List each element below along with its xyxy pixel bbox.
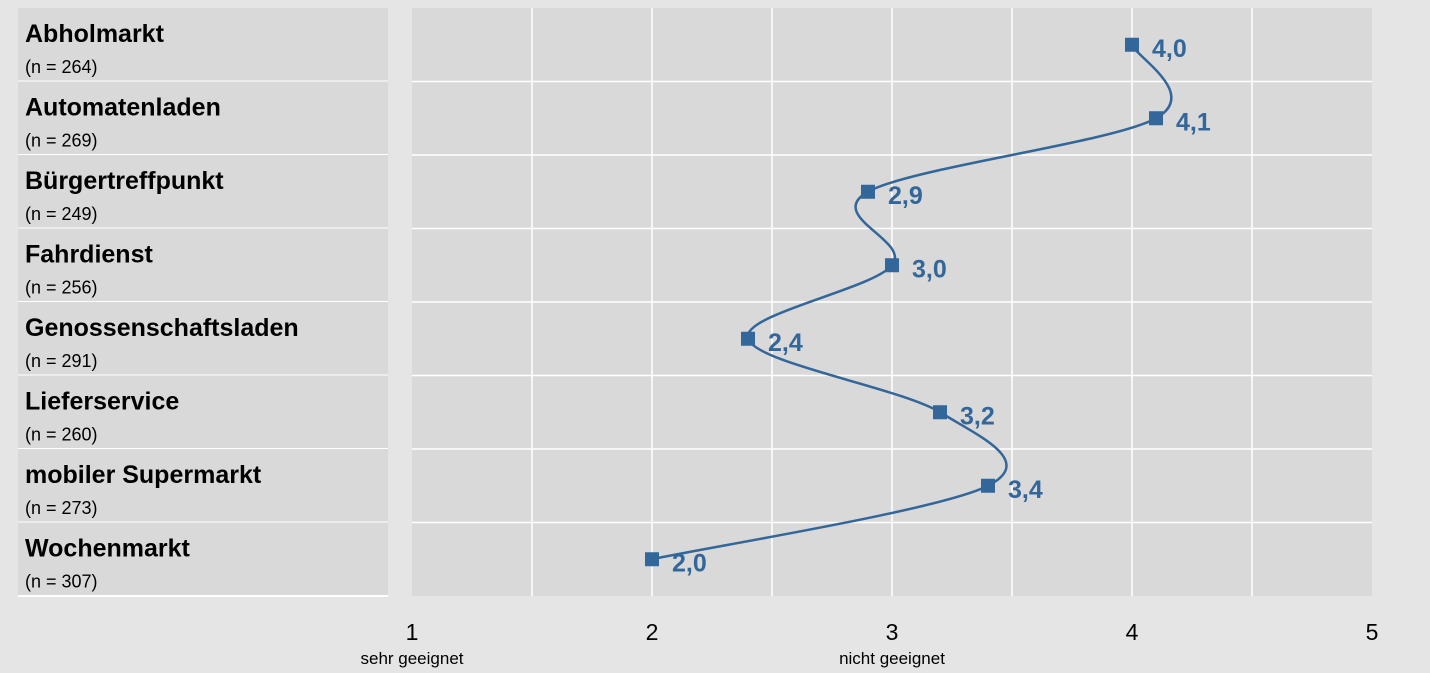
series: 4,0 4,1 2,9 3,0 2,4 3,2 3,4 2,0 (645, 35, 1211, 577)
category-n-label: (n = 307) (25, 572, 98, 592)
data-point-marker (1149, 111, 1163, 126)
category-n-label: (n = 260) (25, 425, 98, 445)
category-label: Bürgertreffpunkt (25, 167, 224, 195)
category-label: Automatenladen (25, 94, 221, 122)
x-axis-annotation: nicht geeignet (839, 649, 945, 668)
x-axis-annotation: sehr geeignet (360, 649, 463, 668)
grid (412, 8, 1372, 596)
data-point-marker (645, 552, 659, 567)
category-label-cell (18, 375, 388, 449)
data-point-marker (741, 331, 755, 346)
x-tick-label: 3 (886, 619, 899, 645)
data-value-label: 4,1 (1176, 108, 1211, 136)
data-value-label: 4,0 (1152, 35, 1187, 63)
data-point-marker (1125, 37, 1139, 52)
category-label-cell (18, 449, 388, 523)
data-point-marker (885, 258, 899, 273)
data-point-marker (861, 184, 875, 199)
category-label-cell (18, 155, 388, 229)
data-value-label: 3,2 (960, 402, 995, 430)
category-label-cell (18, 302, 388, 376)
category-label: Genossenschaftsladen (25, 314, 299, 342)
data-value-label: 3,4 (1008, 476, 1043, 504)
category-labels: Abholmarkt (n = 264) Automatenladen (n = 26… (18, 8, 388, 597)
data-value-label: 2,0 (672, 549, 707, 577)
category-label: Wochenmarkt (25, 535, 191, 563)
category-label-cell (18, 228, 388, 302)
category-label: Abholmarkt (25, 20, 165, 48)
category-n-label: (n = 264) (25, 57, 98, 77)
category-label: Fahrdienst (25, 241, 153, 269)
data-value-label: 3,0 (912, 255, 947, 283)
category-n-label: (n = 269) (25, 131, 98, 151)
category-n-label: (n = 273) (25, 498, 98, 518)
category-n-label: (n = 291) (25, 351, 98, 371)
data-point-marker (933, 405, 947, 420)
category-label: Lieferservice (25, 388, 179, 416)
data-point-marker (981, 478, 995, 493)
x-tick-label: 4 (1126, 619, 1139, 645)
x-tick-label: 2 (646, 619, 659, 645)
category-label-cell (18, 522, 388, 596)
x-tick-label: 1 (406, 619, 419, 645)
category-n-label: (n = 249) (25, 204, 98, 224)
data-value-label: 2,9 (888, 182, 923, 210)
x-tick-label: 5 (1366, 619, 1379, 645)
category-label-cell (18, 8, 388, 82)
data-value-label: 2,4 (768, 329, 803, 357)
category-label-cell (18, 81, 388, 155)
category-label: mobiler Supermarkt (25, 461, 262, 489)
x-axis: 1 2 3 4 5 sehr geeignet nicht geeignet (360, 619, 1378, 668)
category-n-label: (n = 256) (25, 278, 98, 298)
